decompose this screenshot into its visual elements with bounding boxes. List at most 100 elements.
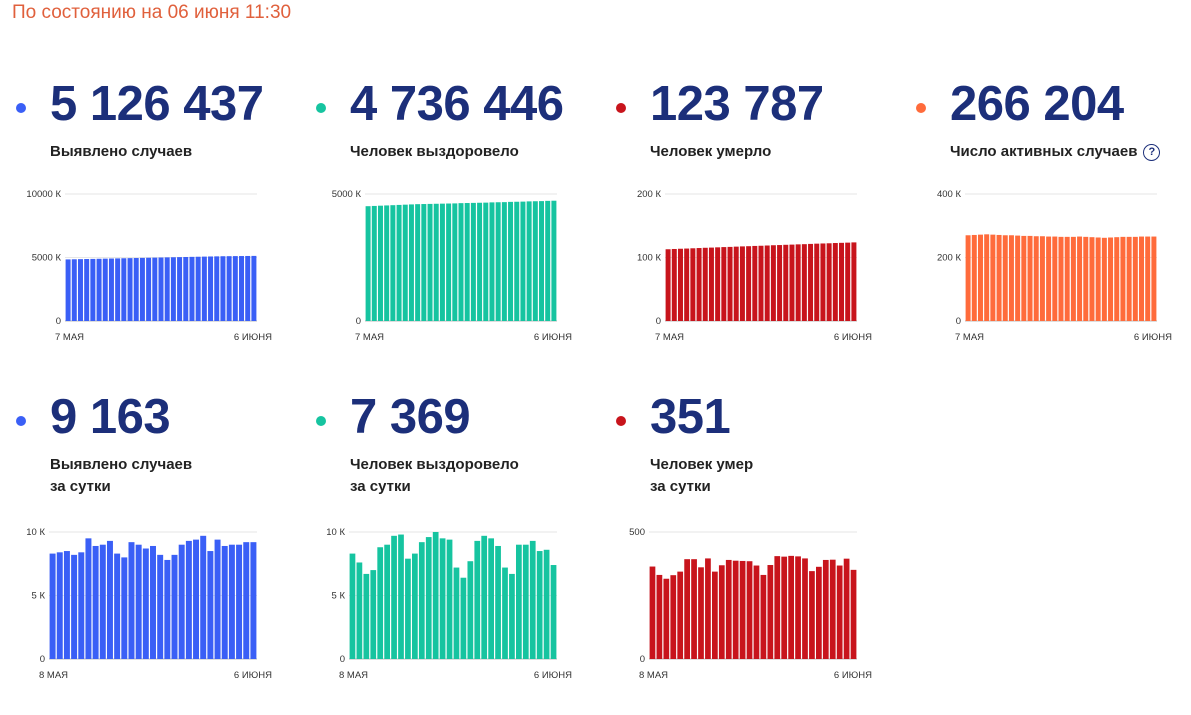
bar — [349, 553, 356, 659]
bar — [467, 561, 474, 659]
bar — [508, 201, 514, 321]
series-dot — [316, 103, 326, 113]
y-tick-label: 0 — [656, 316, 661, 327]
bar — [170, 257, 176, 321]
bar — [1095, 237, 1101, 321]
x-end-label: 6 ИЮНЯ — [534, 670, 572, 681]
bar — [526, 201, 532, 321]
stat-label-line1: Число активных случаев — [950, 143, 1138, 160]
bar — [746, 561, 753, 659]
series-dot — [916, 103, 926, 113]
bar — [1108, 237, 1114, 321]
bar — [1052, 236, 1058, 321]
stat-number: 4 736 446 — [350, 77, 564, 131]
stat-number: 7 369 — [350, 390, 471, 444]
bar — [446, 539, 453, 659]
bar — [677, 248, 683, 321]
bar — [221, 545, 228, 659]
bar — [752, 245, 758, 321]
bar — [228, 544, 235, 659]
bar — [829, 559, 836, 659]
bar — [788, 555, 794, 659]
bar — [529, 540, 536, 659]
bar — [543, 549, 550, 659]
bar — [777, 245, 783, 321]
bar — [495, 202, 501, 321]
bar — [725, 559, 732, 659]
bar — [384, 544, 390, 659]
bar — [139, 257, 145, 321]
bar — [114, 553, 121, 659]
bar — [656, 574, 663, 659]
stat-label: Человек выздоровело — [350, 141, 519, 163]
bar — [1008, 235, 1014, 321]
bar — [127, 258, 133, 321]
bar — [208, 256, 214, 321]
bar — [152, 257, 158, 321]
x-end-label: 6 ИЮНЯ — [534, 332, 572, 343]
bar — [502, 567, 508, 659]
bar — [708, 247, 714, 321]
bar — [1114, 237, 1120, 321]
bar — [220, 256, 226, 321]
bar — [770, 245, 776, 321]
stat-card-deaths-total: 123 787 Человек умерло 0 100 К 200 К 7 МАЯ 6 И… — [612, 72, 912, 402]
chart-deaths-daily: 0 500 8 МАЯ 6 ИЮНЯ — [629, 527, 872, 681]
bar — [820, 243, 826, 321]
bar — [1077, 236, 1083, 321]
y-tick-label: 10000 К — [26, 189, 61, 200]
x-start-label: 7 МАЯ — [955, 332, 984, 343]
help-icon[interactable]: ? — [1143, 144, 1161, 161]
stat-card-recovered-daily: 7 369 Человек выздоровело за сутки 0 5 К 10 К… — [312, 385, 612, 715]
y-tick-label: 0 — [56, 316, 61, 327]
bar — [377, 547, 384, 659]
y-tick-label: 10 К — [326, 527, 345, 538]
bar — [514, 201, 520, 321]
bar — [433, 203, 439, 321]
bar — [996, 234, 1002, 321]
bar — [691, 559, 697, 659]
bar — [702, 247, 708, 321]
bar — [412, 553, 418, 659]
bar — [826, 243, 832, 321]
series-dot — [16, 416, 26, 426]
bar — [452, 203, 458, 321]
stat-card-deaths-daily: 351 Человек умер за сутки 0 500 8 МАЯ 6 ИЮНЯ — [612, 385, 912, 715]
bar — [684, 559, 690, 659]
bar — [432, 532, 439, 659]
x-start-label: 8 МАЯ — [339, 670, 368, 681]
bar — [77, 259, 83, 321]
bar — [121, 557, 128, 659]
bar — [677, 571, 684, 659]
series-dot — [16, 103, 26, 113]
stat-label: Число активных случаев? — [950, 141, 1161, 163]
bar — [135, 544, 142, 659]
bar — [164, 257, 170, 321]
bar — [396, 204, 402, 321]
bar — [85, 538, 92, 659]
bar — [551, 200, 557, 321]
chart-recovered-total: 0 5000 К 7 МАЯ 6 ИЮНЯ — [332, 189, 572, 343]
x-end-label: 6 ИЮНЯ — [234, 332, 272, 343]
bar — [1064, 236, 1070, 321]
bar — [470, 202, 476, 321]
bar — [1151, 236, 1157, 321]
bar — [193, 539, 200, 659]
bar — [157, 554, 164, 659]
bar — [1132, 236, 1138, 321]
bar — [774, 556, 781, 659]
stat-label-line1: Выявлено случаев — [50, 456, 193, 473]
bar — [795, 244, 801, 321]
bar — [90, 258, 96, 321]
bar — [809, 571, 815, 659]
bar — [128, 542, 135, 659]
bar — [746, 246, 752, 321]
bar — [96, 258, 102, 321]
bar — [49, 553, 56, 659]
bar — [801, 244, 807, 321]
bar — [814, 243, 820, 321]
bar — [839, 242, 845, 321]
bar — [1039, 236, 1045, 321]
stat-label-line1: Человек умер — [650, 456, 754, 473]
x-start-label: 7 МАЯ — [355, 332, 384, 343]
